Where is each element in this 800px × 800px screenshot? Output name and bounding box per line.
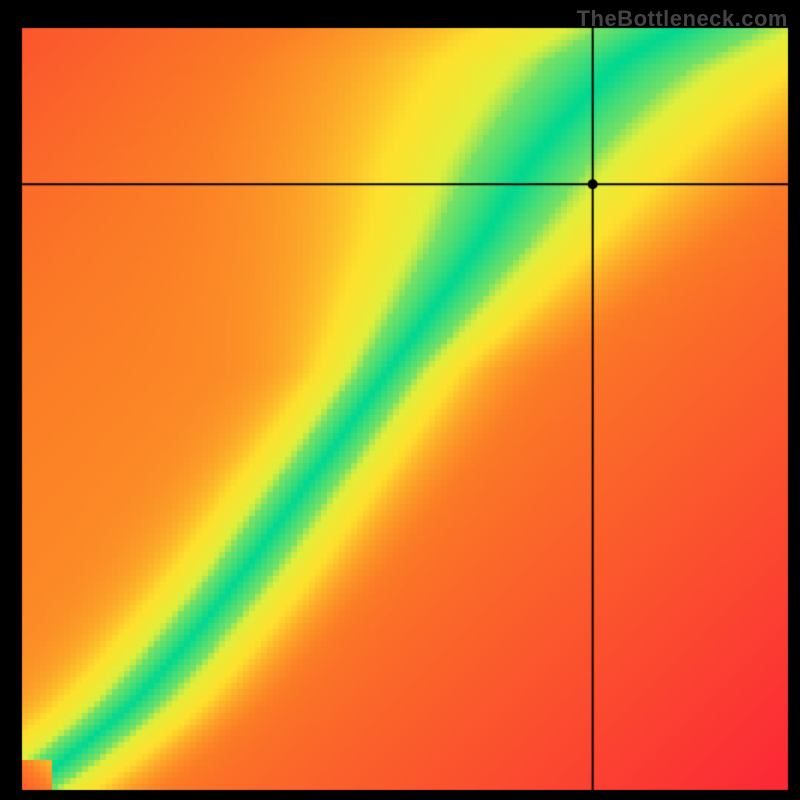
chart-container: TheBottleneck.com (0, 0, 800, 800)
heatmap-canvas (0, 0, 800, 800)
watermark-text: TheBottleneck.com (577, 6, 788, 32)
